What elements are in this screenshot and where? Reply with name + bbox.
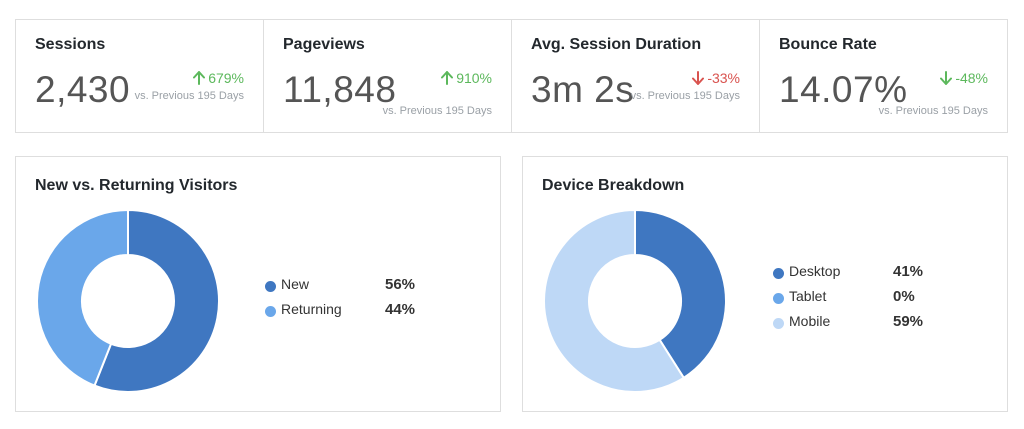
stat-bounce-rate: Bounce Rate 14.07% -48% vs. Previous 195… [760,20,1007,132]
stat-title: Sessions [35,36,106,53]
legend-swatch [265,306,276,317]
donut-slice-returning[interactable] [36,209,129,387]
stat-compare: vs. Previous 195 Days [878,105,988,117]
legend-label: New [281,276,310,292]
stat-title: Bounce Rate [779,36,877,53]
stat-change-value: -48% [955,70,988,86]
legend-label: Returning [281,301,342,317]
arrow-down-icon [940,71,953,85]
donut-slice-desktop[interactable] [634,209,727,380]
new-vs-returning-panel: New vs. Returning Visitors New 56% Returni… [15,156,501,412]
stat-change-value: 679% [208,70,244,86]
legend-item-desktop[interactable]: Desktop 41% [773,263,943,288]
legend-value: 56% [385,276,416,293]
legend-item-mobile[interactable]: Mobile 59% [773,313,943,338]
legend-label: Tablet [789,288,827,304]
panel-title: Device Breakdown [542,177,685,194]
legend-item-new[interactable]: New 56% [265,276,435,301]
stat-change: 679% [193,70,244,86]
legend-item-tablet[interactable]: Tablet 0% [773,288,943,313]
donut-chart-devices [543,209,727,393]
legend-visitors: New 56% Returning 44% [265,276,435,326]
donut-chart-visitors [36,209,220,393]
stat-change: 910% [441,70,492,86]
stat-value: 3m 2s [531,69,635,110]
arrow-up-icon [441,71,454,85]
stat-value: 14.07% [779,69,908,110]
stats-row: Sessions 2,430 679% vs. Previous 195 Day… [15,19,1008,133]
legend-swatch [265,281,276,292]
stat-sessions: Sessions 2,430 679% vs. Previous 195 Day… [16,20,264,132]
donut-slice-new[interactable] [93,209,220,393]
stat-title: Pageviews [283,36,365,53]
stat-value: 11,848 [283,69,397,110]
stat-change: -33% [692,70,740,86]
device-breakdown-panel: Device Breakdown Desktop 41% Tablet 0% Mobil… [522,156,1008,412]
legend-value: 0% [893,288,915,305]
stat-change-value: -33% [707,70,740,86]
arrow-up-icon [193,71,206,85]
legend-label: Mobile [789,313,831,329]
legend-swatch [773,293,784,304]
legend-swatch [773,268,784,279]
legend-devices: Desktop 41% Tablet 0% Mobile 59% [773,263,943,338]
stat-value: 2,430 [35,69,131,110]
legend-value: 59% [893,313,924,330]
panel-title: New vs. Returning Visitors [35,177,238,194]
legend-label: Desktop [789,263,841,279]
donut-slice-mobile[interactable] [543,209,686,393]
stat-pageviews: Pageviews 11,848 910% vs. Previous 195 D… [264,20,512,132]
legend-value: 44% [385,301,416,318]
stat-compare: vs. Previous 195 Days [134,90,244,102]
stat-change: -48% [940,70,988,86]
stat-title: Avg. Session Duration [531,36,702,53]
legend-swatch [773,318,784,329]
legend-value: 41% [893,263,924,280]
stat-change-value: 910% [456,70,492,86]
stat-compare: vs. Previous 195 Days [630,90,740,102]
arrow-down-icon [692,71,705,85]
stat-avg-session-duration: Avg. Session Duration 3m 2s -33% vs. Pre… [512,20,760,132]
legend-item-returning[interactable]: Returning 44% [265,301,435,326]
stat-compare: vs. Previous 195 Days [382,105,492,117]
